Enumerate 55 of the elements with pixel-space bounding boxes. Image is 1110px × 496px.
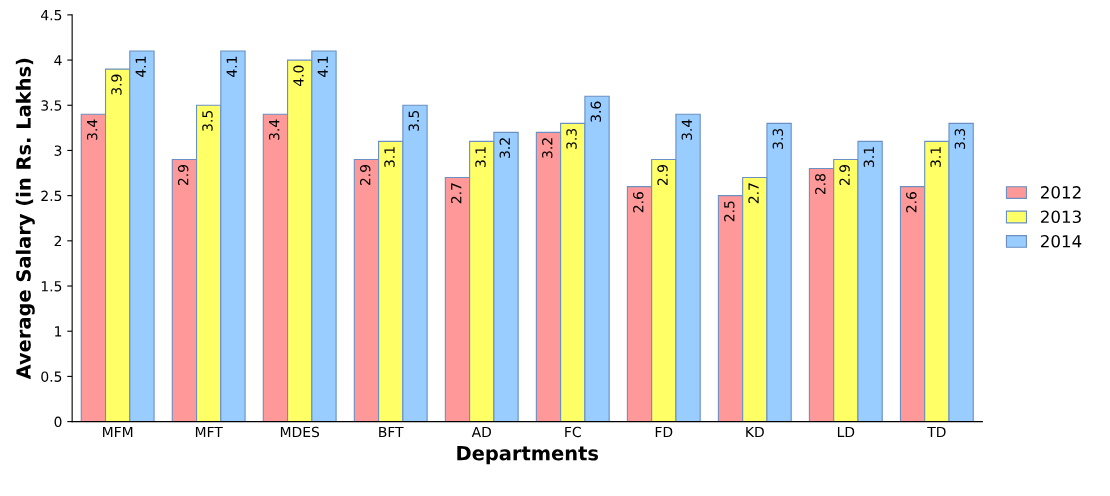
- y-tick-label: 3.5: [41, 100, 62, 111]
- legend-label: 2012: [1041, 186, 1081, 199]
- data-label: 2.9: [657, 164, 668, 186]
- data-label: 2.7: [450, 183, 462, 204]
- x-tick-label: BFT: [379, 426, 404, 438]
- x-tick-label: LD: [837, 426, 855, 438]
- data-label: 2.9: [359, 164, 371, 186]
- y-axis-title: Average Salary (in Rs. Lakhs): [15, 58, 35, 380]
- data-label: 3.1: [475, 147, 486, 167]
- data-label: 3.2: [499, 138, 511, 158]
- x-tick-label: KD: [746, 426, 764, 438]
- data-label: 3.4: [268, 119, 280, 140]
- data-label: 3.4: [86, 119, 98, 140]
- data-label: 2.5: [724, 201, 735, 222]
- data-label: 3.5: [408, 110, 420, 131]
- data-label: 3.1: [384, 147, 395, 167]
- x-tick-label: MFM: [103, 426, 133, 438]
- data-label: 4.1: [317, 56, 328, 77]
- y-tick-label: 2.5: [41, 190, 62, 202]
- legend-label: 2014: [1041, 234, 1082, 248]
- x-tick-label: MDES: [280, 426, 320, 438]
- y-tick-label: 0.5: [41, 371, 62, 382]
- legend-label: 2013: [1041, 210, 1081, 224]
- data-label: 2.7: [748, 183, 759, 204]
- data-label: 3.3: [772, 128, 784, 149]
- x-tick-label: FD: [655, 426, 673, 438]
- data-label: 2.8: [815, 174, 826, 195]
- data-label: 3.6: [590, 101, 602, 122]
- data-label: 4.1: [135, 56, 146, 77]
- y-tick-label: 1: [55, 326, 62, 337]
- data-label: 2.6: [633, 192, 644, 213]
- y-tick-label: 2: [54, 235, 62, 247]
- data-label: 2.6: [906, 192, 917, 213]
- data-label: 4.1: [226, 56, 237, 77]
- data-label: 2.9: [839, 164, 850, 186]
- data-label: 3.1: [863, 147, 875, 167]
- y-tick-label: 3: [54, 145, 62, 156]
- data-label: 2.9: [177, 164, 189, 186]
- data-label: 3.2: [542, 138, 553, 158]
- data-label: 3.9: [111, 74, 122, 95]
- x-tick-label: FC: [565, 426, 581, 438]
- data-label: 3.1: [930, 147, 941, 167]
- x-tick-label: MFT: [195, 426, 223, 438]
- data-label: 3.4: [681, 119, 693, 140]
- data-label: 3.3: [566, 128, 577, 149]
- x-tick-label: AD: [471, 426, 492, 438]
- data-label: 3.3: [954, 128, 966, 149]
- x-tick-label: TD: [927, 426, 946, 438]
- data-label: 4.0: [293, 65, 304, 86]
- data-label: 3.5: [202, 110, 213, 131]
- y-tick-label: 4: [54, 55, 62, 66]
- y-tick-label: 0: [54, 416, 62, 428]
- x-axis-title: Departments: [457, 446, 599, 465]
- y-tick-label: 1.5: [41, 281, 62, 292]
- y-tick-label: 4.5: [41, 10, 62, 21]
